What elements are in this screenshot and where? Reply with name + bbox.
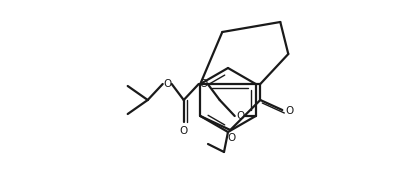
- Text: O: O: [227, 133, 235, 143]
- Text: O: O: [236, 111, 245, 121]
- Text: O: O: [164, 79, 172, 89]
- Text: O: O: [200, 79, 208, 89]
- Text: O: O: [180, 126, 188, 136]
- Text: O: O: [285, 106, 294, 116]
